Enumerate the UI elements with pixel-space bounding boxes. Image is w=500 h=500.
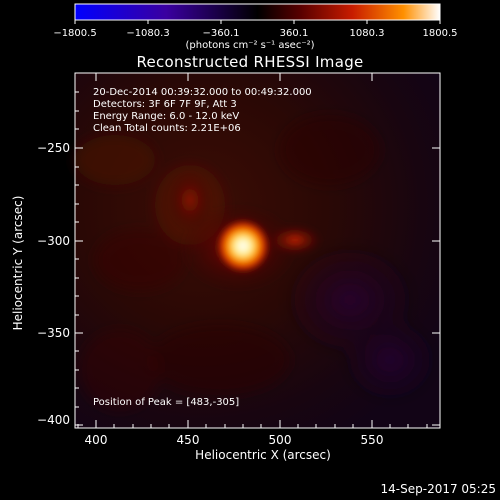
colorbar-tick-label: 1080.3 — [349, 28, 385, 39]
colorbar-unit-label: (photons cm⁻² s⁻¹ asec⁻²) — [185, 40, 315, 51]
y-tick-label: −400 — [37, 413, 70, 427]
colorbar-tick-label: −360.1 — [202, 28, 240, 39]
y-tick-label: −250 — [37, 141, 70, 155]
plot-frame — [74, 72, 441, 429]
plot-title: Reconstructed RHESSI Image — [136, 53, 364, 71]
colorbar — [74, 3, 441, 24]
colorbar-tick-label: 360.1 — [279, 28, 309, 39]
info-detectors: Detectors: 3F 6F 7F 9F, Att 3 — [93, 99, 237, 110]
x-axis-label: Heliocentric X (arcsec) — [195, 448, 331, 462]
colorbar-tick-label: 1800.5 — [422, 28, 458, 39]
x-tick-label: 400 — [84, 433, 108, 447]
colorbar-tick-label: −1080.3 — [126, 28, 170, 39]
info-energy-range: Energy Range: 6.0 - 12.0 keV — [93, 111, 240, 122]
y-axis-ticks — [75, 91, 440, 426]
plot-timestamp: 14-Sep-2017 05:25 — [380, 482, 496, 496]
flare-source — [168, 170, 323, 293]
x-tick-label: 450 — [176, 433, 200, 447]
info-time-range: 20-Dec-2014 00:39:32.000 to 00:49:32.000 — [93, 87, 312, 98]
y-tick-label: −350 — [37, 326, 70, 340]
x-axis-ticks — [77, 73, 428, 428]
y-tick-label: −300 — [37, 234, 70, 248]
info-clean-counts: Clean Total counts: 2.21E+06 — [93, 123, 241, 134]
background-noise-pattern — [75, 115, 440, 410]
y-axis-label: Heliocentric Y (arcsec) — [11, 195, 25, 331]
colorbar-tick-label: −1800.5 — [53, 28, 97, 39]
x-tick-label: 550 — [360, 433, 384, 447]
x-tick-label: 500 — [268, 433, 292, 447]
info-peak-position: Position of Peak = [483,-305] — [93, 397, 240, 408]
